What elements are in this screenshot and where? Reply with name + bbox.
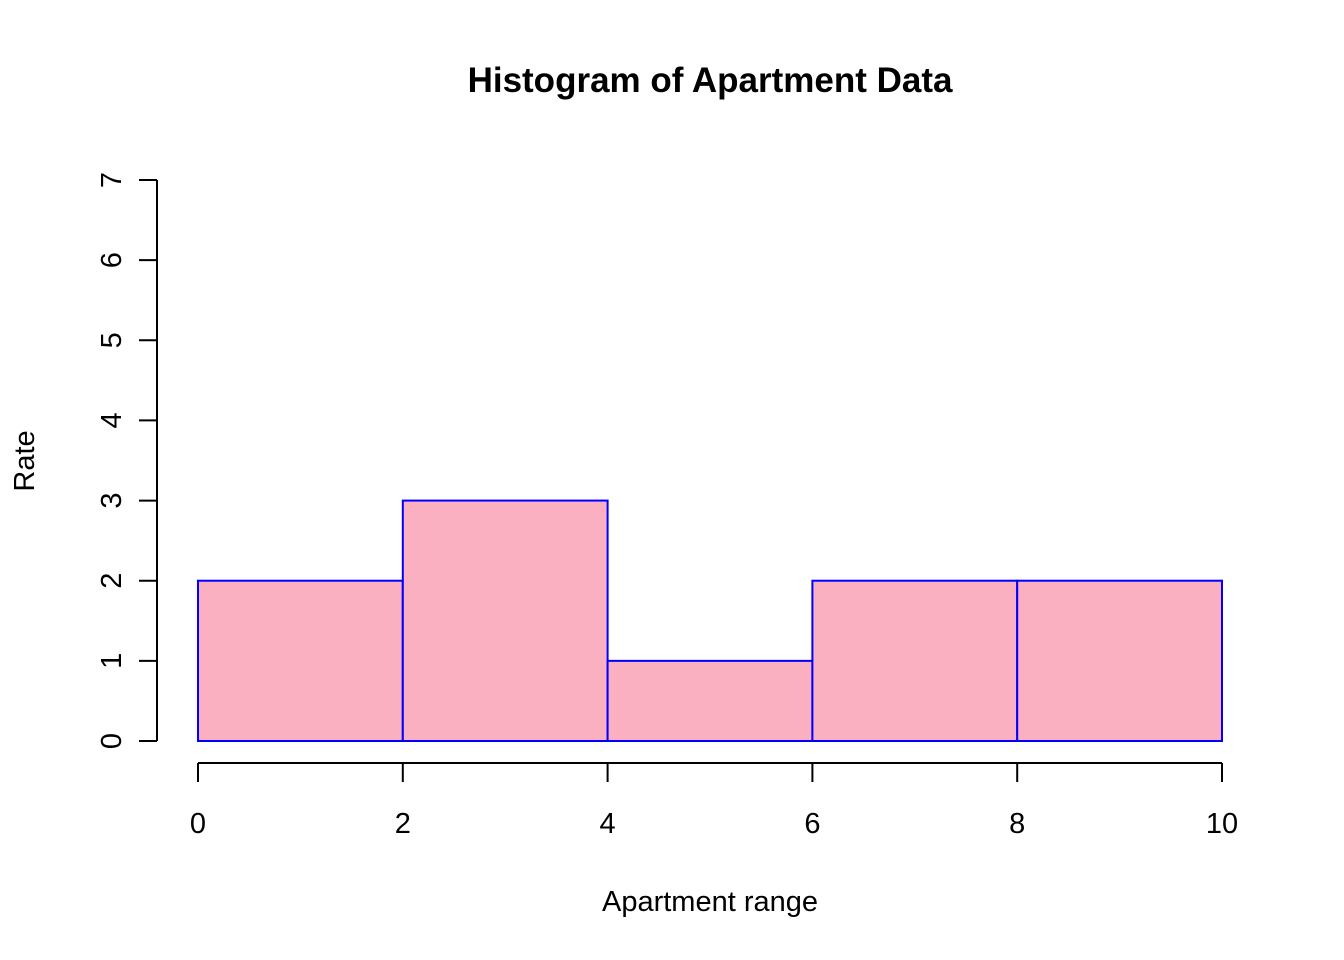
histogram-bar-5 xyxy=(1016,579,1224,743)
plot-area xyxy=(197,499,1224,743)
x-tick-label: 6 xyxy=(804,808,820,840)
y-tick-label: 4 xyxy=(96,412,128,428)
x-tick-label: 10 xyxy=(1206,808,1238,840)
chart-title: Histogram of Apartment Data xyxy=(468,61,953,100)
histogram-bar-1 xyxy=(197,579,404,743)
y-tick-label: 6 xyxy=(96,252,128,268)
x-axis-label: Apartment range xyxy=(602,886,818,918)
histogram-bar-4 xyxy=(811,579,1019,743)
y-tick-label: 0 xyxy=(96,733,128,749)
y-tick-label: 1 xyxy=(96,653,128,669)
x-tick-label: 4 xyxy=(600,808,616,840)
y-tick-label: 2 xyxy=(96,573,128,589)
x-tick-label: 0 xyxy=(190,808,206,840)
y-tick-label: 3 xyxy=(96,493,128,509)
histogram-bar-3 xyxy=(606,659,814,742)
histogram-bar-2 xyxy=(401,499,609,743)
y-tick-label: 7 xyxy=(96,172,128,188)
x-tick-label: 8 xyxy=(1009,808,1025,840)
y-axis-label: Rate xyxy=(9,430,41,491)
y-axis: 0 1 2 3 4 5 6 7 xyxy=(96,172,158,749)
y-tick-label: 5 xyxy=(96,332,128,348)
x-tick-label: 2 xyxy=(395,808,411,840)
x-axis: 0 2 4 6 8 10 xyxy=(190,762,1238,840)
